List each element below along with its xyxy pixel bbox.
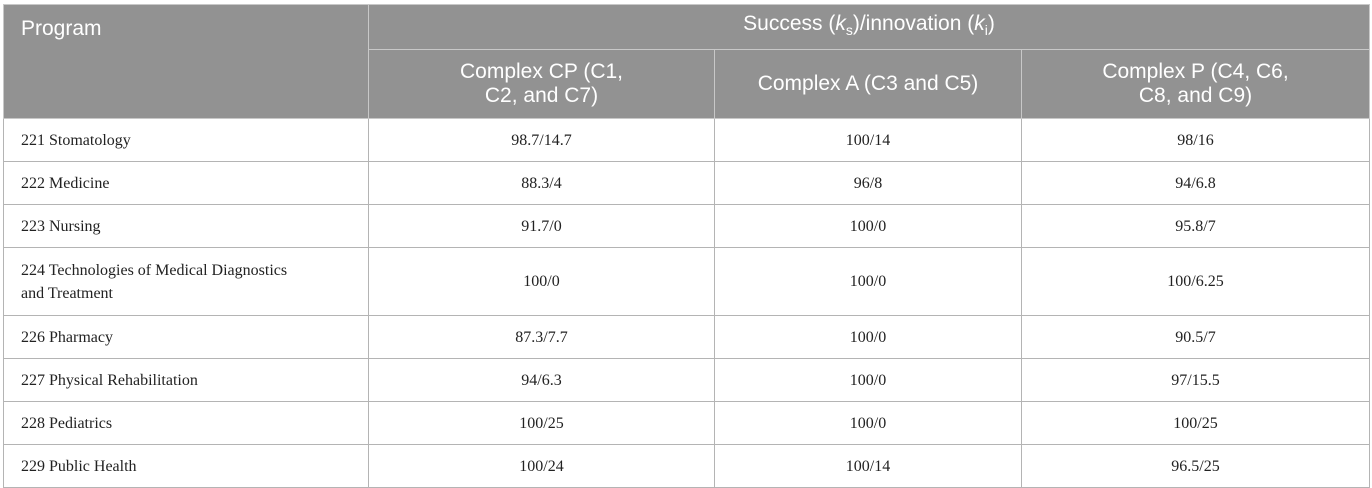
- cp-cell: 100/24: [368, 444, 715, 488]
- program-cell: 223 Nursing: [3, 204, 369, 248]
- a-cell: 96/8: [714, 161, 1022, 205]
- program-cell: 226 Pharmacy: [3, 315, 369, 359]
- results-table: Program Success (ks)/innovation (ki) Com…: [3, 4, 1371, 488]
- p-cell: 90.5/7: [1020, 315, 1371, 359]
- cp-cell: 87.3/7.7: [368, 315, 715, 359]
- p-cell: 98/16: [1020, 118, 1371, 162]
- a-cell: 100/0: [714, 204, 1022, 248]
- table-row: 226 Pharmacy 87.3/7.7 100/0 90.5/7: [3, 315, 1371, 359]
- complex-cp-header: Complex CP (C1, C2, and C7): [368, 49, 715, 119]
- a-cell: 100/0: [714, 315, 1022, 359]
- p-cell: 95.8/7: [1020, 204, 1371, 248]
- group-header: Success (ks)/innovation (ki): [367, 4, 1371, 50]
- p-cell: 100/6.25: [1020, 247, 1371, 316]
- a-cell: 100/14: [714, 118, 1022, 162]
- p-cell: 100/25: [1020, 401, 1371, 445]
- program-header: Program: [3, 4, 369, 119]
- table-row: 223 Nursing 91.7/0 100/0 95.8/7: [3, 204, 1371, 248]
- program-cell: 222 Medicine: [3, 161, 369, 205]
- table-row: 222 Medicine 88.3/4 96/8 94/6.8: [3, 161, 1371, 205]
- table-row: 227 Physical Rehabilitation 94/6.3 100/0…: [3, 358, 1371, 402]
- a-cell: 100/0: [714, 401, 1022, 445]
- p-cell: 96.5/25: [1020, 444, 1371, 488]
- table-row: 224 Technologies of Medical Diagnostics a…: [3, 247, 1371, 316]
- cp-cell: 94/6.3: [368, 358, 715, 402]
- program-cell: 228 Pediatrics: [3, 401, 369, 445]
- table-row: 228 Pediatrics 100/25 100/0 100/25: [3, 401, 1371, 445]
- p-cell: 97/15.5: [1020, 358, 1371, 402]
- a-cell: 100/0: [714, 358, 1022, 402]
- table-row: 221 Stomatology 98.7/14.7 100/14 98/16: [3, 118, 1371, 162]
- a-cell: 100/0: [714, 247, 1022, 316]
- cp-cell: 88.3/4: [368, 161, 715, 205]
- table-row: 229 Public Health 100/24 100/14 96.5/25: [3, 444, 1371, 488]
- cp-cell: 91.7/0: [368, 204, 715, 248]
- cp-cell: 100/25: [368, 401, 715, 445]
- program-cell: 224 Technologies of Medical Diagnostics a…: [3, 247, 369, 316]
- program-cell: 227 Physical Rehabilitation: [3, 358, 369, 402]
- p-cell: 94/6.8: [1020, 161, 1371, 205]
- program-cell: 229 Public Health: [3, 444, 369, 488]
- complex-p-header: Complex P (C4, C6, C8, and C9): [1020, 49, 1371, 119]
- complex-a-header: Complex A (C3 and C5): [714, 49, 1022, 119]
- a-cell: 100/14: [714, 444, 1022, 488]
- program-cell: 221 Stomatology: [3, 118, 369, 162]
- cp-cell: 98.7/14.7: [368, 118, 715, 162]
- cp-cell: 100/0: [368, 247, 715, 316]
